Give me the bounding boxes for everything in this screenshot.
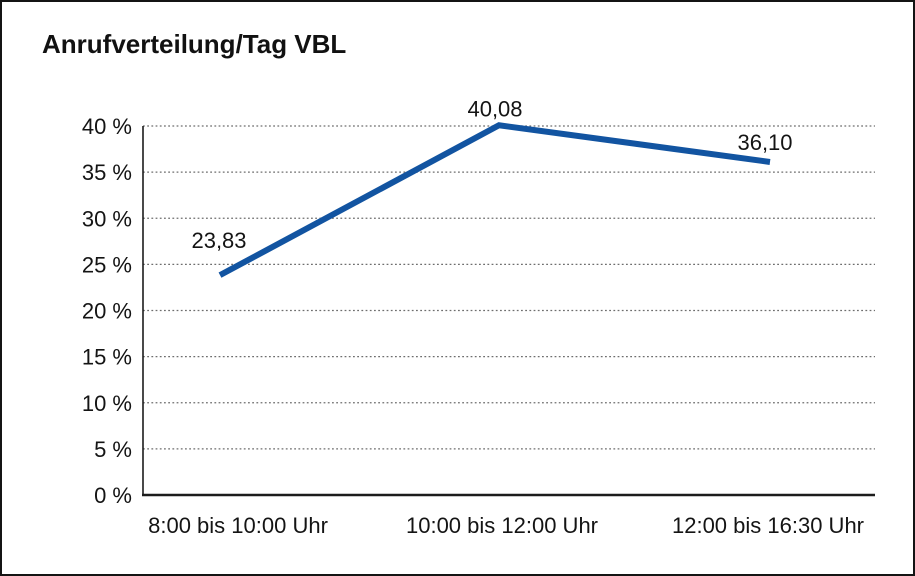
y-tick-label: 0 % — [94, 483, 132, 508]
x-tick-label: 12:00 bis 16:30 Uhr — [672, 513, 864, 538]
y-tick-label: 20 % — [82, 299, 132, 324]
data-point-label: 23,83 — [191, 228, 246, 253]
y-tick-label: 5 % — [94, 437, 132, 462]
y-tick-label: 30 % — [82, 206, 132, 231]
data-point-label: 40,08 — [467, 96, 522, 121]
x-tick-label: 10:00 bis 12:00 Uhr — [406, 513, 598, 538]
y-tick-label: 40 % — [82, 114, 132, 139]
data-line — [218, 122, 771, 278]
y-tick-label: 15 % — [82, 345, 132, 370]
data-point-label: 36,10 — [737, 130, 792, 155]
y-tick-label: 35 % — [82, 160, 132, 185]
y-tick-label: 25 % — [82, 252, 132, 277]
x-tick-label: 8:00 bis 10:00 Uhr — [148, 513, 328, 538]
y-tick-label: 10 % — [82, 391, 132, 416]
chart-title: Anrufverteilung/Tag VBL — [42, 29, 347, 59]
